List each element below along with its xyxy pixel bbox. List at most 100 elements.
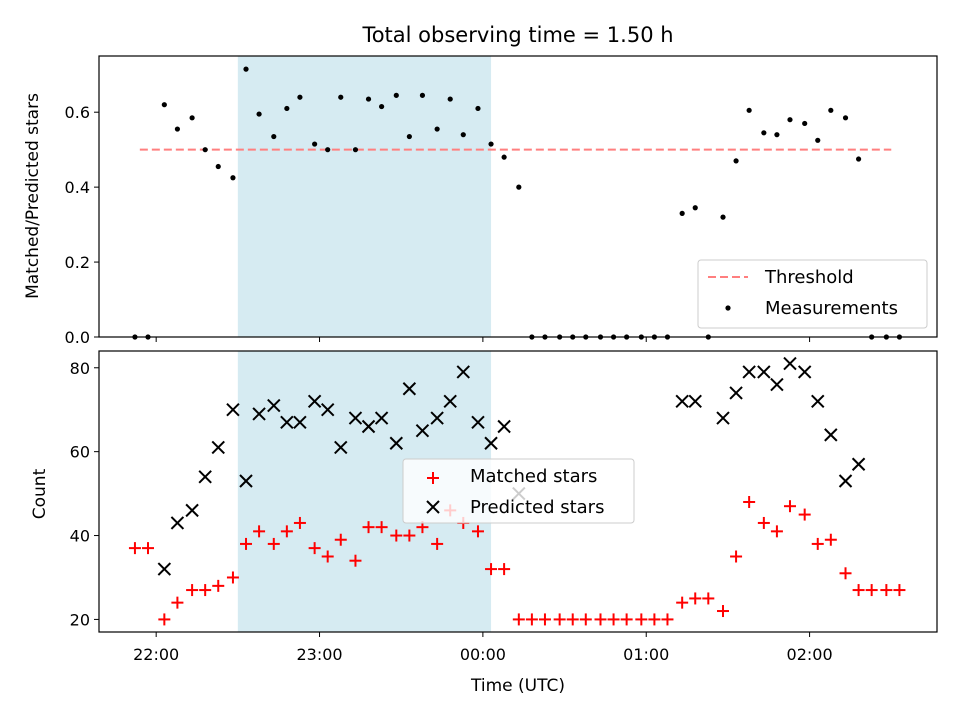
predicted-star-point xyxy=(797,365,812,379)
y-tick-label: 60 xyxy=(70,443,90,462)
matched-star-point xyxy=(676,596,689,609)
measurement-point xyxy=(516,184,522,190)
matched-star-point xyxy=(253,525,266,538)
predicted-star-point xyxy=(675,394,689,409)
measurement-point xyxy=(365,96,372,102)
matched-star-point xyxy=(730,550,743,563)
predicted-star-point xyxy=(729,386,743,400)
matched-star-point xyxy=(880,584,893,597)
x-tick-label: 02:00 xyxy=(787,645,833,664)
predicted-star-point xyxy=(374,411,389,425)
y-tick-label: 20 xyxy=(70,610,90,629)
matched-star-point xyxy=(579,613,592,626)
y-tick-label: 0.0 xyxy=(65,328,90,347)
matched-star-point xyxy=(390,529,403,542)
measurement-point xyxy=(720,214,726,220)
measurement-point xyxy=(434,126,440,132)
y-tick-label: 80 xyxy=(70,359,90,378)
matched-star-point xyxy=(498,563,511,576)
bottom-legend: Matched stars Predicted stars xyxy=(402,458,635,524)
top-legend-box xyxy=(697,259,928,329)
predicted-star-point xyxy=(389,436,404,450)
top-y-axis-label: Matched/Predicted stars xyxy=(23,93,43,299)
matched-star-point xyxy=(525,613,538,626)
matched-star-point xyxy=(553,613,566,626)
predicted-star-point xyxy=(402,382,417,396)
measurement-point xyxy=(815,137,821,143)
measurement-point xyxy=(325,147,331,153)
matched-star-point xyxy=(349,554,362,567)
matched-star-point xyxy=(538,613,551,626)
predicted-star-point xyxy=(157,562,172,576)
measurement-point xyxy=(475,105,481,112)
matched-legend-marker xyxy=(427,472,439,484)
top-legend: Threshold Measurements xyxy=(697,259,928,329)
predicted-star-point xyxy=(307,394,322,409)
chart-title: Total observing time = 1.50 h xyxy=(361,23,673,47)
matched-star-point xyxy=(811,537,824,550)
predicted-star-point xyxy=(320,403,335,417)
predicted-star-point xyxy=(783,356,797,371)
measurement-point xyxy=(828,107,834,113)
measurement-point xyxy=(802,120,808,127)
measurement-point xyxy=(488,141,494,147)
bottom-plot-frame xyxy=(98,350,938,633)
predicted-star-point xyxy=(770,377,784,392)
observing-window-span xyxy=(237,56,492,337)
x-axis-label: Time (UTC) xyxy=(470,676,565,696)
matched-star-point xyxy=(798,508,811,521)
matched-star-point xyxy=(757,516,770,529)
measurement-point xyxy=(692,205,698,211)
measurement-point xyxy=(460,132,466,138)
matched-star-point xyxy=(648,613,661,626)
measurement-point xyxy=(202,147,208,153)
matched-star-point xyxy=(293,516,306,529)
bottom-y-axis-label: Count xyxy=(30,468,50,519)
measurement-point xyxy=(733,158,739,164)
matched-star-point xyxy=(226,571,239,584)
measurement-point xyxy=(393,92,399,98)
matched-star-point xyxy=(403,529,416,542)
predicted-star-point xyxy=(757,365,771,379)
measurement-point xyxy=(243,66,249,72)
measurement-point xyxy=(746,107,752,113)
measurement-point xyxy=(284,105,290,112)
matched-star-point xyxy=(128,542,141,555)
measurement-point xyxy=(855,156,862,162)
matched-star-point xyxy=(717,605,730,618)
predicted-star-point xyxy=(443,394,457,409)
matched-star-point xyxy=(199,584,212,597)
x-tick-label: 00:00 xyxy=(460,645,506,664)
predicted-star-point xyxy=(811,394,825,409)
matched-star-point xyxy=(158,613,171,626)
matched-star-point xyxy=(783,500,796,513)
matched-star-point xyxy=(334,533,347,546)
x-tick-label: 22:00 xyxy=(133,645,179,664)
predicted-star-point xyxy=(211,440,225,455)
measurement-point xyxy=(161,102,167,108)
matched-legend-label: Matched stars xyxy=(470,466,597,487)
predicted-star-point xyxy=(239,474,253,488)
predicted-star-point xyxy=(415,423,430,438)
predicted-star-point xyxy=(348,411,363,425)
predicted-star-point xyxy=(198,470,212,484)
matched-star-point xyxy=(620,613,633,626)
matched-star-point xyxy=(607,613,620,626)
matched-star-point xyxy=(321,550,334,563)
x-tick-label: 01:00 xyxy=(623,645,669,664)
predicted-star-point xyxy=(851,457,866,471)
measurement-point xyxy=(419,92,426,98)
matched-star-point xyxy=(171,596,184,609)
matched-star-point xyxy=(635,613,648,626)
y-tick-label: 0.6 xyxy=(65,103,90,122)
top-plot-frame xyxy=(98,55,938,338)
matched-star-point xyxy=(485,563,498,576)
matched-star-point xyxy=(689,592,702,605)
matched-star-point xyxy=(824,533,837,546)
predicted-star-point xyxy=(334,440,348,455)
measurement-point xyxy=(379,103,385,110)
predicted-star-point xyxy=(497,419,511,434)
predicted-star-point xyxy=(293,415,307,430)
y-tick-label: 0.2 xyxy=(65,253,90,272)
